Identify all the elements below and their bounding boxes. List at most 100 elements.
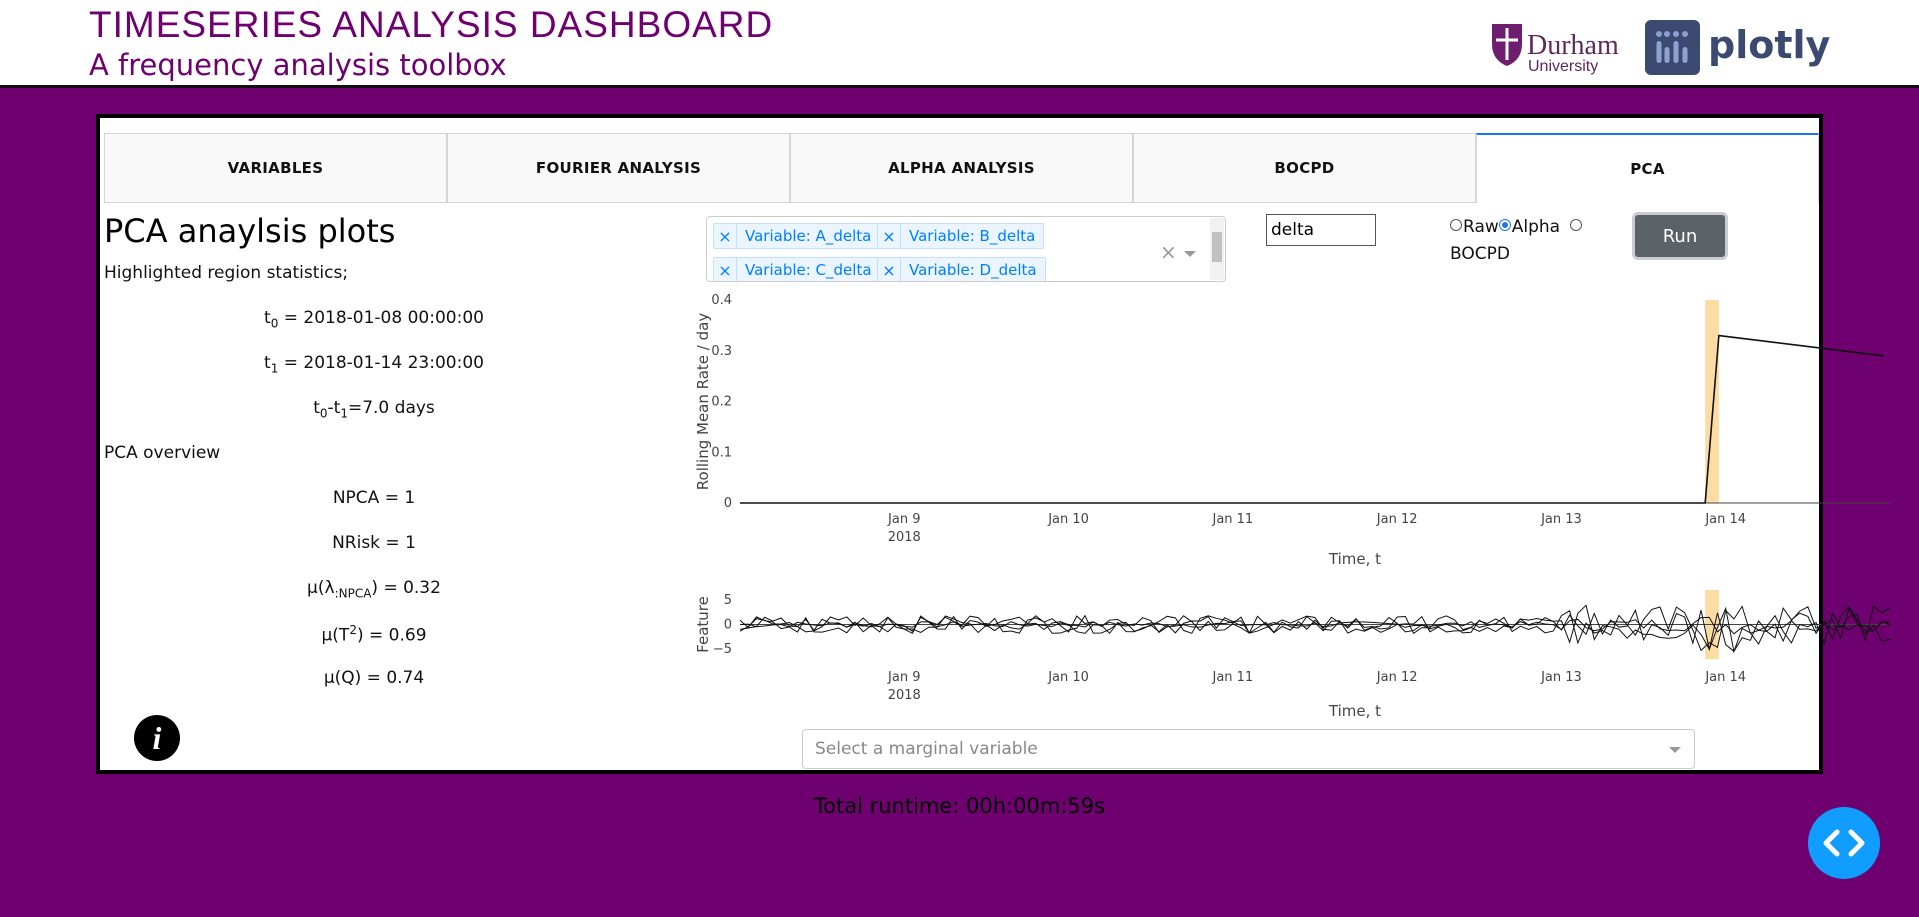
- tab-fourier-analysis[interactable]: FOURIER ANALYSIS: [447, 133, 790, 203]
- x-tick-label: Jan 13: [1540, 670, 1582, 685]
- t0-stat: t0 = 2018-01-08 00:00:00: [264, 308, 484, 331]
- y-tick-label: 5: [724, 593, 732, 608]
- page-subtitle: A frequency analysis toolbox: [89, 48, 507, 82]
- mu-t2-value: ) = 0.69: [356, 625, 427, 646]
- tab-bocpd[interactable]: BOCPD: [1133, 133, 1476, 203]
- chip-label: Variable: B_delta: [909, 227, 1036, 245]
- x-axis-title: Time, t: [1328, 550, 1381, 568]
- x-tick-label: Jan 11: [1211, 512, 1253, 527]
- variable-multiselect[interactable]: × Variable: A_delta × Variable: B_delta …: [706, 216, 1226, 282]
- mu-q-stat: μ(Q) = 0.74: [323, 668, 425, 688]
- chevron-down-icon[interactable]: [1184, 251, 1196, 257]
- x-tick-label: Jan 14: [1704, 670, 1746, 685]
- tab-variables[interactable]: VARIABLES: [104, 133, 447, 203]
- npca-stat: NPCA = 1: [332, 488, 416, 508]
- durham-crest-icon: [1492, 24, 1522, 66]
- x-tick-year: 2018: [888, 688, 921, 703]
- series-line: [740, 334, 1884, 504]
- variable-chip: × Variable: C_delta: [713, 257, 881, 281]
- x-tick-label: Jan 9: [887, 512, 920, 527]
- tab-bar: VARIABLES FOURIER ANALYSIS ALPHA ANALYSI…: [104, 133, 1819, 203]
- radio-bocpd-label[interactable]: BOCPD: [1450, 244, 1510, 264]
- nrisk-stat: NRisk = 1: [332, 533, 416, 553]
- multiselect-scrollbar[interactable]: [1210, 218, 1224, 280]
- y-axis-title: Feature: [694, 596, 712, 653]
- chevron-down-icon[interactable]: [1669, 747, 1681, 753]
- info-icon[interactable]: i: [134, 715, 180, 761]
- clear-icon[interactable]: ×: [1160, 240, 1177, 264]
- durham-logo-text: Durham: [1527, 30, 1619, 61]
- marginal-variable-select[interactable]: Select a marginal variable: [802, 729, 1695, 769]
- y-axis-title: Rolling Mean Rate / day: [694, 313, 712, 491]
- y-tick-label: 0.4: [711, 293, 732, 308]
- feature-series-line: [739, 605, 1891, 652]
- chip-remove-icon[interactable]: ×: [714, 224, 737, 248]
- radio-alpha-button[interactable]: [1498, 219, 1511, 231]
- plotly-logo[interactable]: plotly: [1645, 20, 1830, 75]
- feature-series-line: [739, 605, 1891, 654]
- durham-logo[interactable]: Durham University: [1490, 20, 1630, 76]
- y-tick-label: 0: [724, 618, 732, 633]
- variable-chip: × Variable: B_delta: [877, 223, 1045, 249]
- x-tick-label: Jan 10: [1047, 512, 1089, 527]
- mode-radio-group: Raw Alpha BOCPD: [1450, 214, 1600, 268]
- y-tick-label: 0.1: [711, 445, 732, 460]
- x-tick-label: Jan 9: [887, 670, 920, 685]
- mu-lambda-value: ) = 0.32: [371, 578, 441, 598]
- plotly-mark-icon: [1645, 20, 1700, 75]
- t1-stat: t1 = 2018-01-14 23:00:00: [264, 353, 484, 376]
- x-axis-title: Time, t: [1328, 702, 1381, 720]
- durham-logo-subtext: University: [1528, 58, 1599, 75]
- chip-label: Variable: C_delta: [745, 261, 872, 279]
- radio-raw-label: Raw: [1463, 217, 1499, 237]
- x-tick-label: Jan 10: [1047, 670, 1089, 685]
- radio-alpha-label: Alpha: [1511, 217, 1561, 237]
- y-tick-label: 0: [724, 496, 732, 511]
- variable-chip: × Variable: D_delta: [877, 257, 1046, 281]
- chip-label: Variable: D_delta: [909, 261, 1037, 279]
- page-title: TIMESERIES ANALYSIS DASHBOARD: [89, 4, 774, 45]
- tab-alpha-analysis[interactable]: ALPHA ANALYSIS: [790, 133, 1133, 203]
- main-panel: VARIABLES FOURIER ANALYSIS ALPHA ANALYSI…: [96, 114, 1891, 774]
- radio-raw[interactable]: Raw: [1450, 217, 1499, 237]
- plotly-logo-text: plotly: [1708, 23, 1831, 67]
- chip-remove-icon[interactable]: ×: [878, 224, 901, 248]
- x-tick-year: 2018: [888, 530, 921, 545]
- y-tick-label: −5: [713, 642, 732, 657]
- chip-label: Variable: A_delta: [745, 227, 872, 245]
- t0-value: = 2018-01-08 00:00:00: [283, 308, 484, 328]
- run-button[interactable]: Run: [1632, 212, 1728, 260]
- t1-value: = 2018-01-14 23:00:00: [283, 353, 484, 373]
- code-toggle-button[interactable]: [1808, 807, 1880, 879]
- overview-heading: PCA overview: [104, 443, 221, 463]
- mu-lambda-stat: μ(λ:NPCA) = 0.32: [307, 578, 441, 601]
- x-tick-label: Jan 14: [1704, 512, 1746, 527]
- radio-raw-button[interactable]: [1450, 219, 1462, 231]
- radio-alpha[interactable]: Alpha: [1498, 217, 1561, 237]
- scroll-thumb[interactable]: [1212, 232, 1222, 262]
- mu-t2-stat: μ(T2) = 0.69: [321, 623, 427, 646]
- feature-chart[interactable]: 5 0 −5 Jan 9 Jan 10 Jan 11 Jan 12 Jan 13 Jan 14 2…: [690, 580, 1910, 720]
- code-icon: [1823, 829, 1865, 857]
- variable-chip: × Variable: A_delta: [713, 223, 881, 249]
- y-tick-label: 0.3: [711, 344, 732, 359]
- feature-series-line: [739, 604, 1891, 653]
- marginal-placeholder: Select a marginal variable: [815, 739, 1038, 759]
- x-tick-label: Jan 12: [1376, 512, 1418, 527]
- tab-pca[interactable]: PCA: [1476, 133, 1819, 203]
- chip-remove-icon[interactable]: ×: [714, 258, 737, 281]
- y-tick-label: 0.2: [711, 395, 732, 410]
- filter-input[interactable]: [1266, 214, 1376, 246]
- x-tick-label: Jan 13: [1540, 512, 1582, 527]
- rolling-mean-chart[interactable]: 0 0.1 0.2 0.3 0.4 Jan 9 Jan 10 Jan 11 Jan 12 Jan …: [690, 290, 1910, 570]
- header: TIMESERIES ANALYSIS DASHBOARD A frequenc…: [0, 0, 1919, 88]
- x-tick-label: Jan 12: [1376, 670, 1418, 685]
- highlight-heading: Highlighted region statistics;: [104, 263, 349, 283]
- x-tick-label: Jan 11: [1211, 670, 1253, 685]
- section-title: PCA anaylsis plots: [104, 212, 396, 250]
- duration-value: =7.0 days: [347, 398, 435, 418]
- radio-bocpd-button[interactable]: [1569, 219, 1582, 231]
- chip-remove-icon[interactable]: ×: [878, 258, 901, 281]
- runtime-text: Total runtime: 00h:00m:59s: [813, 794, 1106, 818]
- duration-stat: t0-t1=7.0 days: [313, 398, 435, 421]
